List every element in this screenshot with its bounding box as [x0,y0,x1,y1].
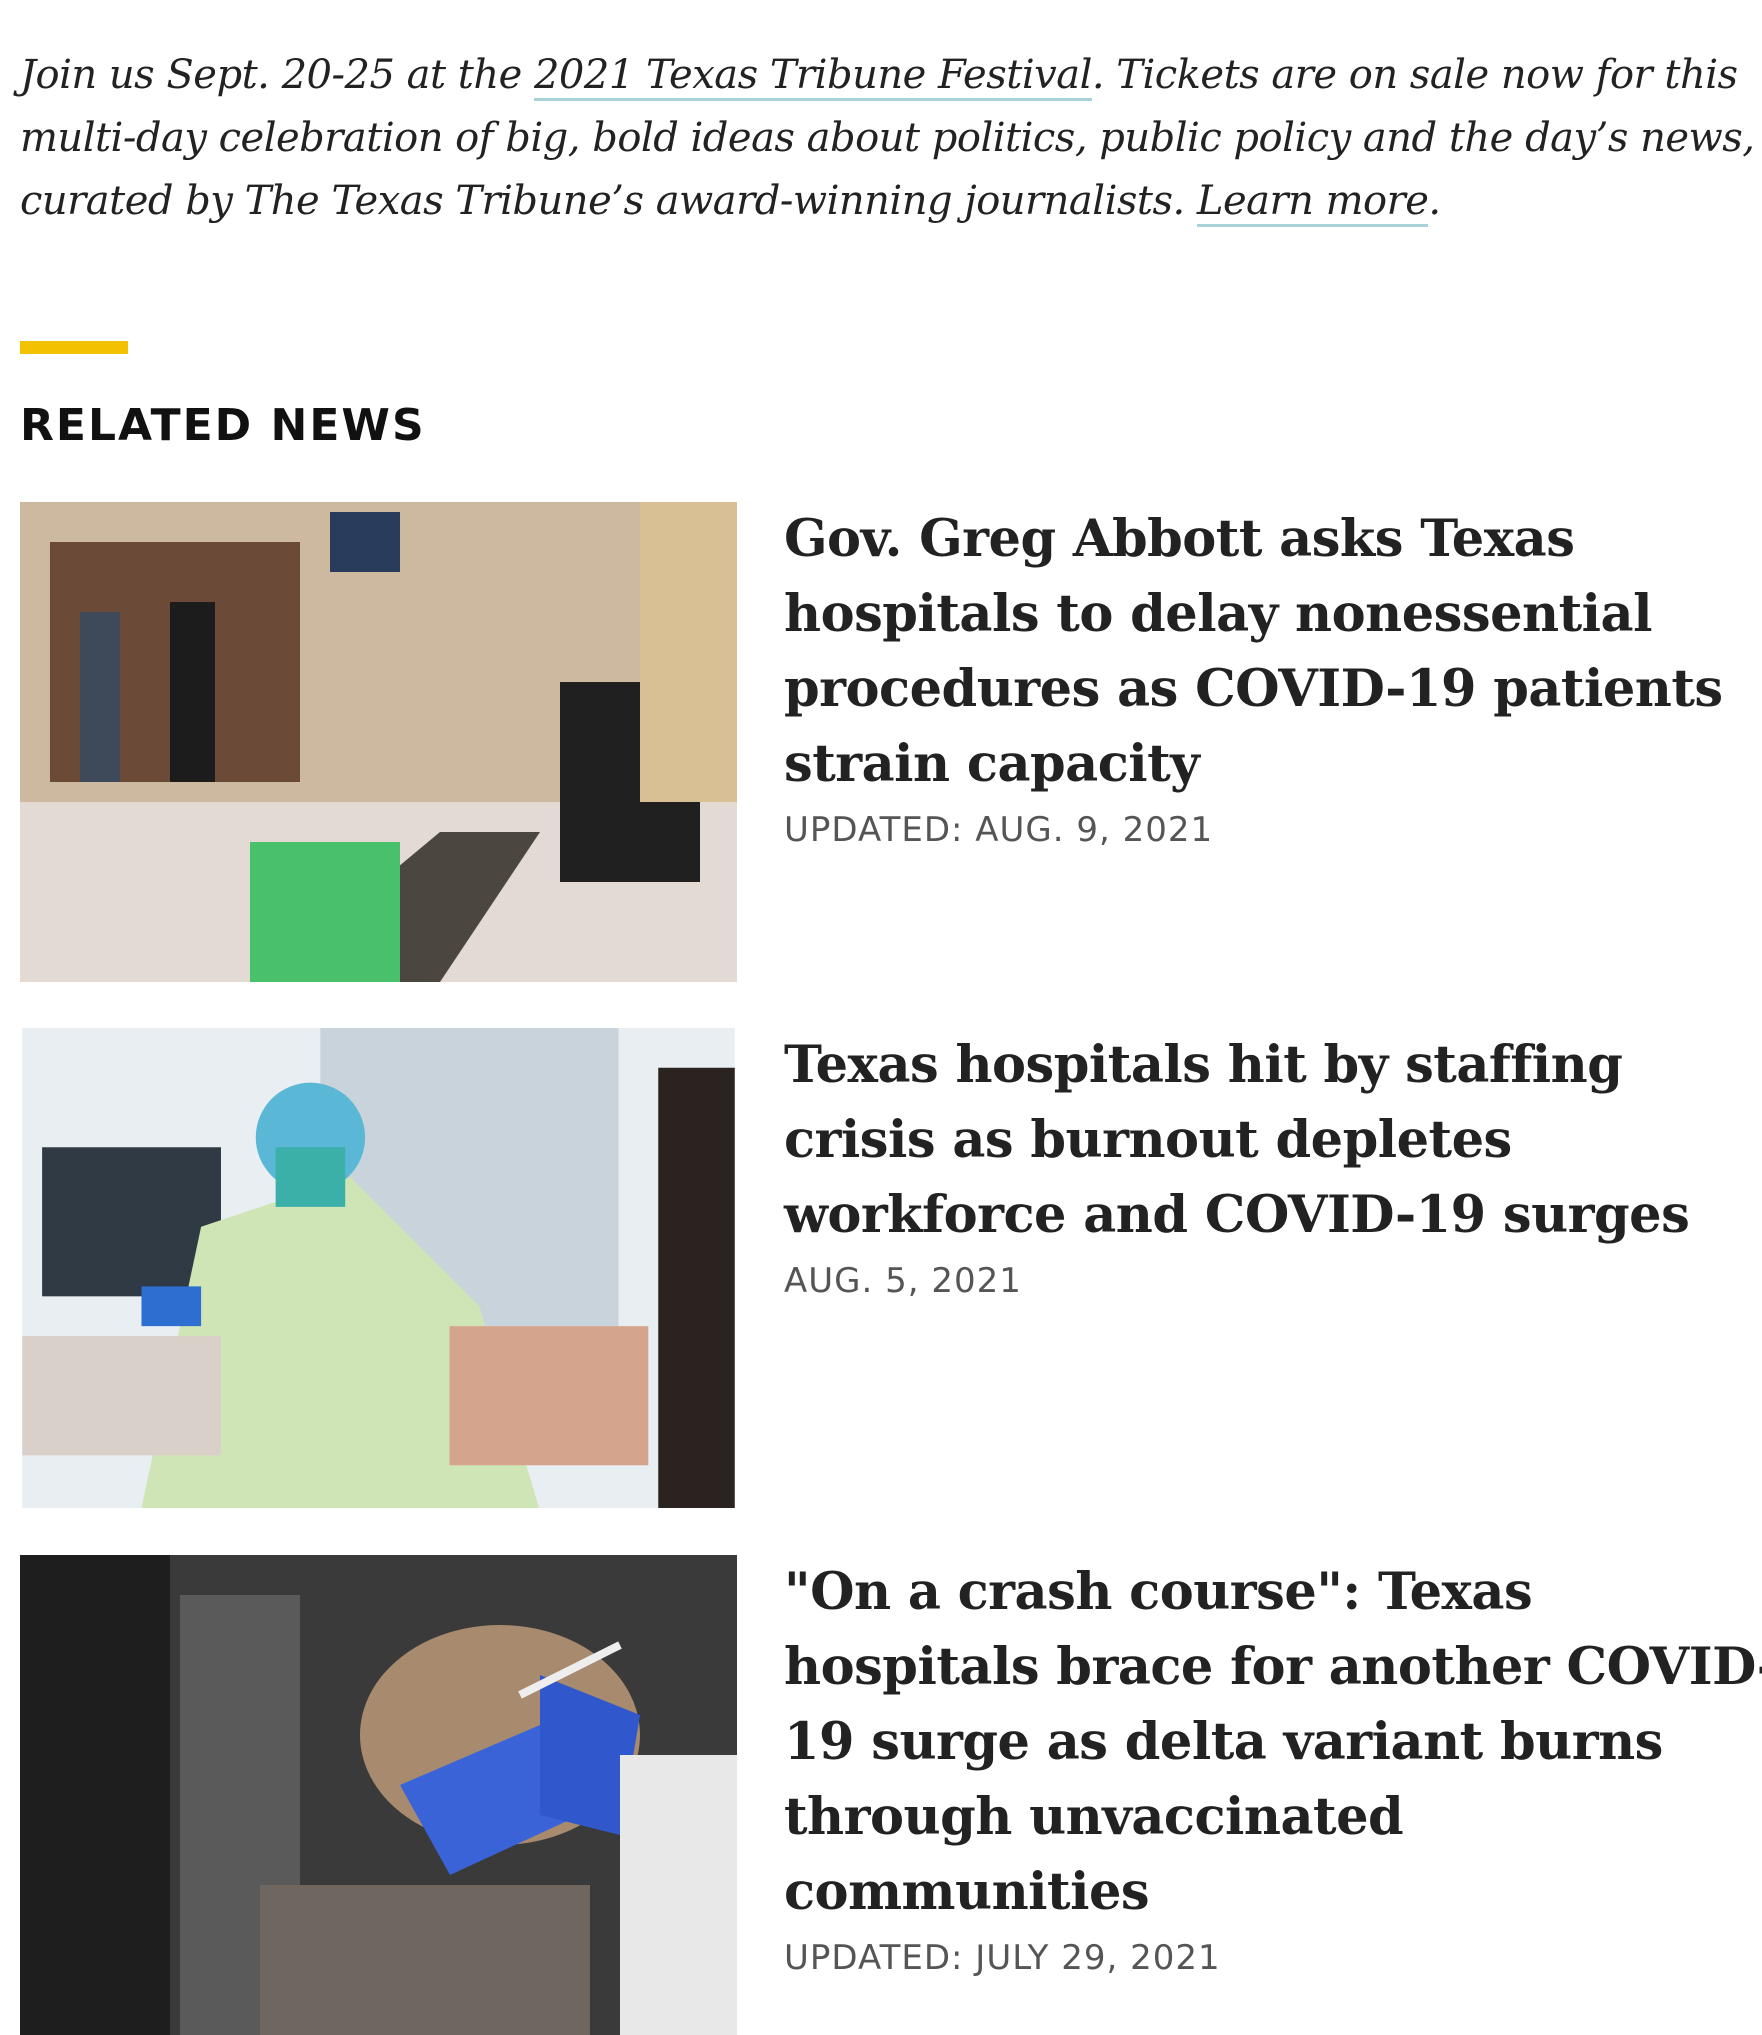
promo-before: Join us Sept. 20-25 at the [20,52,534,98]
article-headline[interactable]: "On a crash course": Texas hospitals bra… [784,1555,1762,1930]
page: Join us Sept. 20-25 at the 2021 Texas Tr… [0,0,1762,1969]
article-text: Gov. Greg Abbott asks Texas hospitals to… [784,502,1762,850]
article-date: UPDATED: AUG. 9, 2021 [784,810,1762,850]
article[interactable]: Texas hospitals hit by staffing crisis a… [20,1028,1762,1508]
festival-link[interactable]: 2021 Texas Tribune Festival [534,52,1092,101]
article[interactable]: Gov. Greg Abbott asks Texas hospitals to… [20,502,1762,982]
article-text: Texas hospitals hit by staffing crisis a… [784,1028,1762,1301]
article-text: "On a crash course": Texas hospitals bra… [784,1555,1762,1978]
promo-after: . [1428,178,1440,224]
article-date: UPDATED: JULY 29, 2021 [784,1938,1762,1978]
article-image[interactable] [20,1028,737,1508]
learn-more-link[interactable]: Learn more [1197,178,1428,227]
section-title: RELATED NEWS [20,400,426,451]
promo-text: Join us Sept. 20-25 at the 2021 Texas Tr… [20,44,1760,233]
section-accent [20,341,128,354]
article-headline[interactable]: Gov. Greg Abbott asks Texas hospitals to… [784,502,1762,802]
article-image[interactable] [20,1555,737,2035]
article-image[interactable] [20,502,737,982]
article-headline[interactable]: Texas hospitals hit by staffing crisis a… [784,1028,1762,1253]
article[interactable]: "On a crash course": Texas hospitals bra… [20,1555,1762,2035]
article-date: AUG. 5, 2021 [784,1261,1762,1301]
